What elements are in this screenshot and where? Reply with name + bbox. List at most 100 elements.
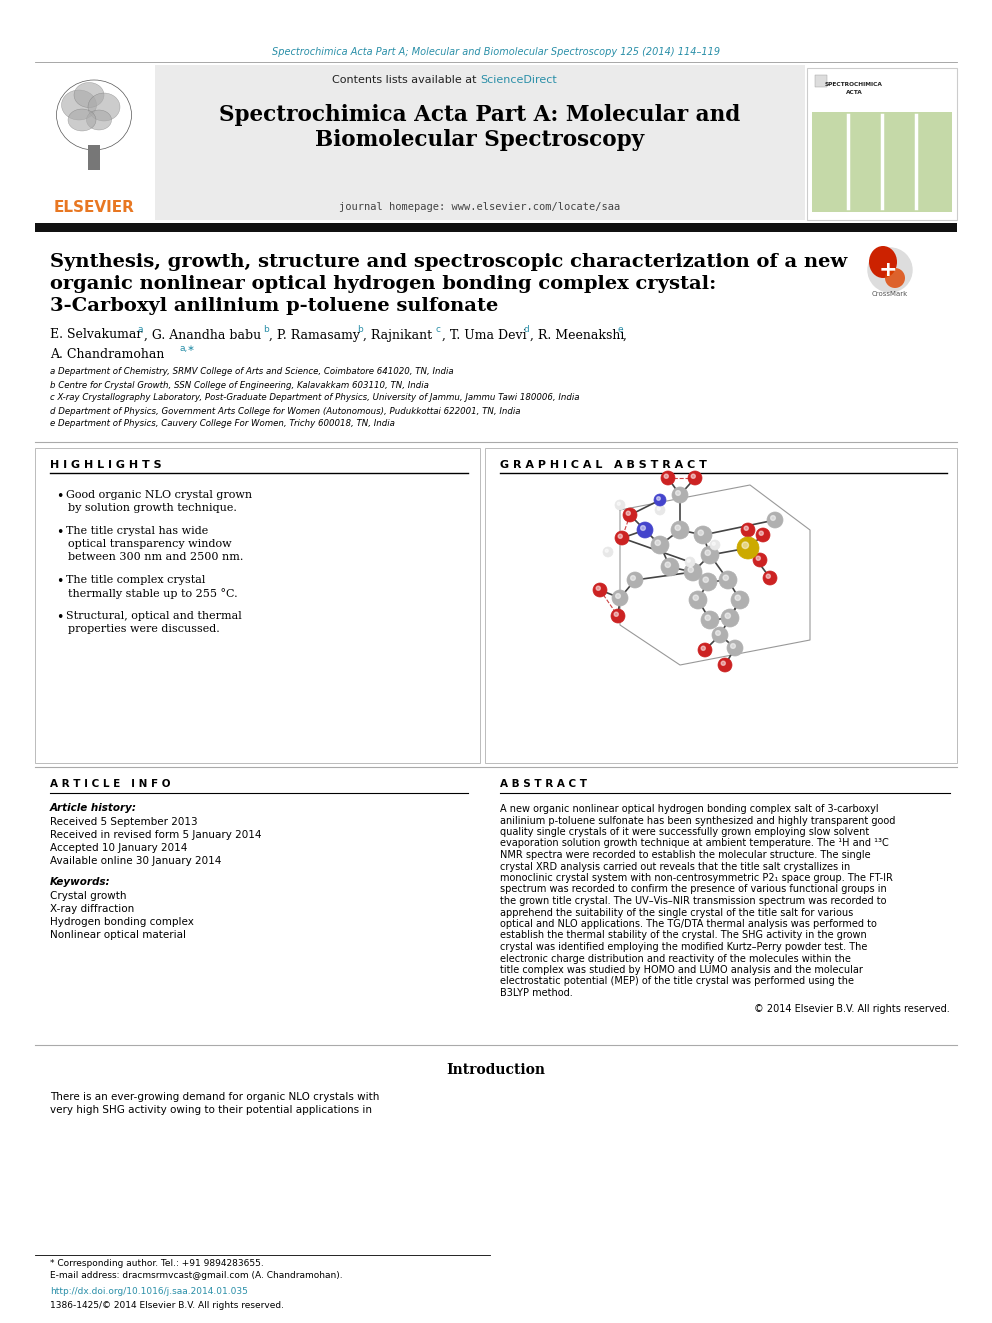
Circle shape — [767, 512, 783, 528]
Bar — [35, 224, 957, 232]
Text: apprehend the suitability of the single crystal of the title salt for various: apprehend the suitability of the single … — [500, 908, 853, 917]
Text: Accepted 10 January 2014: Accepted 10 January 2014 — [50, 843, 187, 853]
Circle shape — [655, 540, 661, 545]
Circle shape — [665, 474, 669, 479]
Circle shape — [671, 521, 689, 538]
Text: E. Selvakumar: E. Selvakumar — [50, 328, 143, 341]
Bar — [812, 71, 952, 116]
Text: monoclinic crystal system with non-centrosymmetric P2₁ space group. The FT-IR: monoclinic crystal system with non-centr… — [500, 873, 893, 882]
Circle shape — [723, 576, 728, 581]
Circle shape — [654, 493, 666, 505]
Circle shape — [661, 471, 675, 486]
Text: CrossMark: CrossMark — [872, 291, 908, 296]
Circle shape — [626, 511, 630, 516]
Text: very high SHG activity owing to their potential applications in: very high SHG activity owing to their po… — [50, 1105, 372, 1115]
Text: thermally stable up to 255 °C.: thermally stable up to 255 °C. — [68, 587, 238, 599]
Circle shape — [712, 627, 728, 643]
Text: journal homepage: www.elsevier.com/locate/saa: journal homepage: www.elsevier.com/locat… — [339, 202, 621, 212]
Text: 3-Carboxyl anilinium p-toluene sulfonate: 3-Carboxyl anilinium p-toluene sulfonate — [50, 296, 498, 315]
Circle shape — [615, 500, 625, 509]
Text: Hydrogen bonding complex: Hydrogen bonding complex — [50, 917, 193, 927]
Circle shape — [693, 595, 698, 601]
Text: Good organic NLO crystal grown: Good organic NLO crystal grown — [66, 490, 252, 500]
Circle shape — [605, 549, 608, 552]
Text: organic nonlinear optical hydrogen bonding complex crystal:: organic nonlinear optical hydrogen bondi… — [50, 275, 716, 292]
Circle shape — [710, 540, 720, 550]
Circle shape — [641, 525, 646, 531]
Text: •: • — [56, 490, 63, 503]
Text: The title crystal has wide: The title crystal has wide — [66, 527, 208, 536]
Circle shape — [868, 247, 912, 292]
Bar — [35, 448, 480, 763]
Circle shape — [623, 508, 637, 523]
Circle shape — [655, 505, 665, 515]
Circle shape — [719, 572, 737, 589]
Text: a,∗: a,∗ — [180, 344, 195, 353]
Text: evaporation solution growth technique at ambient temperature. The ¹H and ¹³C: evaporation solution growth technique at… — [500, 839, 889, 848]
Text: e: e — [617, 325, 623, 335]
Text: A. Chandramohan: A. Chandramohan — [50, 348, 165, 360]
Bar — [35, 65, 153, 220]
Circle shape — [687, 560, 690, 562]
Ellipse shape — [869, 246, 897, 278]
Circle shape — [651, 536, 669, 554]
Ellipse shape — [885, 269, 905, 288]
Text: H I G H L I G H T S: H I G H L I G H T S — [50, 460, 162, 470]
Circle shape — [766, 574, 771, 578]
Circle shape — [715, 631, 720, 635]
Text: , R. Meenakshi: , R. Meenakshi — [530, 328, 624, 341]
Circle shape — [721, 609, 739, 627]
Text: http://dx.doi.org/10.1016/j.saa.2014.01.035: http://dx.doi.org/10.1016/j.saa.2014.01.… — [50, 1287, 248, 1297]
Ellipse shape — [62, 90, 96, 120]
Bar — [155, 65, 805, 220]
Circle shape — [701, 646, 705, 651]
Ellipse shape — [88, 93, 120, 120]
Text: ELSEVIER: ELSEVIER — [54, 200, 135, 214]
Text: c X-ray Crystallography Laboratory, Post-Graduate Department of Physics, Univers: c X-ray Crystallography Laboratory, Post… — [50, 393, 579, 402]
Circle shape — [698, 643, 712, 658]
Circle shape — [756, 528, 770, 542]
Text: Available online 30 January 2014: Available online 30 January 2014 — [50, 856, 221, 867]
Circle shape — [727, 640, 743, 656]
Circle shape — [699, 573, 717, 591]
Text: Contents lists available at: Contents lists available at — [332, 75, 480, 85]
Text: properties were discussed.: properties were discussed. — [68, 624, 220, 634]
Circle shape — [718, 658, 732, 672]
Text: optical transparency window: optical transparency window — [68, 538, 231, 549]
Circle shape — [705, 550, 710, 556]
Circle shape — [685, 557, 695, 568]
Text: Spectrochimica Acta Part A: Molecular and: Spectrochimica Acta Part A: Molecular an… — [219, 105, 741, 126]
Circle shape — [756, 556, 760, 561]
Circle shape — [701, 611, 719, 628]
Circle shape — [618, 534, 622, 538]
Text: SPECTROCHIMICA: SPECTROCHIMICA — [825, 82, 883, 86]
Text: Received in revised form 5 January 2014: Received in revised form 5 January 2014 — [50, 830, 262, 840]
Text: There is an ever-growing demand for organic NLO crystals with: There is an ever-growing demand for orga… — [50, 1091, 379, 1102]
Circle shape — [741, 523, 755, 537]
Circle shape — [657, 496, 661, 500]
Text: title complex was studied by HOMO and LUMO analysis and the molecular: title complex was studied by HOMO and LU… — [500, 964, 863, 975]
Text: E-mail address: dracmsrmvcast@gmail.com (A. Chandramohan).: E-mail address: dracmsrmvcast@gmail.com … — [50, 1271, 342, 1281]
Text: anilinium p-toluene sulfonate has been synthesized and highly transparent good: anilinium p-toluene sulfonate has been s… — [500, 815, 896, 826]
Circle shape — [689, 591, 707, 609]
Text: d: d — [524, 325, 530, 335]
Text: e Department of Physics, Cauvery College For Women, Trichy 600018, TN, India: e Department of Physics, Cauvery College… — [50, 419, 395, 429]
Bar — [88, 146, 100, 169]
Circle shape — [701, 546, 719, 564]
Circle shape — [698, 531, 703, 536]
Text: b: b — [357, 325, 363, 335]
Circle shape — [742, 542, 749, 549]
Text: crystal was identified employing the modified Kurtz–Perry powder test. The: crystal was identified employing the mod… — [500, 942, 867, 953]
Circle shape — [763, 572, 777, 585]
Text: B3LYP method.: B3LYP method. — [500, 988, 572, 998]
Text: 1386-1425/© 2014 Elsevier B.V. All rights reserved.: 1386-1425/© 2014 Elsevier B.V. All right… — [50, 1301, 284, 1310]
Text: © 2014 Elsevier B.V. All rights reserved.: © 2014 Elsevier B.V. All rights reserved… — [754, 1004, 950, 1015]
Circle shape — [637, 523, 653, 538]
Circle shape — [737, 537, 759, 560]
Text: Synthesis, growth, structure and spectroscopic characterization of a new: Synthesis, growth, structure and spectro… — [50, 253, 847, 271]
Circle shape — [665, 562, 671, 568]
Circle shape — [593, 583, 607, 597]
Text: establish the thermal stability of the crystal. The SHG activity in the grown: establish the thermal stability of the c… — [500, 930, 867, 941]
Bar — [812, 112, 952, 212]
Text: a: a — [138, 325, 144, 335]
